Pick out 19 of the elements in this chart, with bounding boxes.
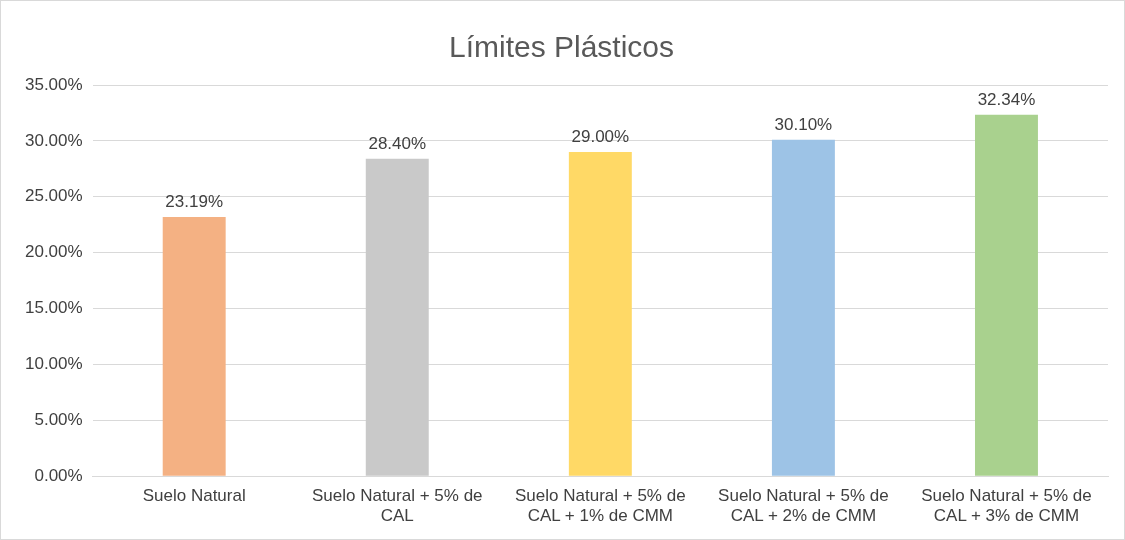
x-tick-label: Suelo Natural xyxy=(142,486,246,506)
x-tick-label: Suelo Natural + 5% de CAL + 3% de CMM xyxy=(921,486,1092,526)
y-tick-label: 10.00% xyxy=(24,354,83,374)
data-label: 23.19% xyxy=(165,192,224,212)
y-tick-label: 30.00% xyxy=(24,130,83,150)
x-tick-label: Suelo Natural + 5% de CAL xyxy=(311,486,483,526)
y-tick-label: 35.00% xyxy=(24,74,83,94)
data-label: 28.40% xyxy=(368,133,427,153)
x-tick-label: Suelo Natural + 5% de CAL + 2% de CMM xyxy=(718,486,889,526)
y-tick-label: 0.00% xyxy=(34,465,83,485)
y-tick-label: 5.00% xyxy=(34,410,83,429)
y-tick-label: 25.00% xyxy=(24,186,83,206)
y-tick-label: 20.00% xyxy=(24,242,83,262)
y-tick-label: 15.00% xyxy=(24,298,83,318)
data-label: 30.10% xyxy=(774,114,833,134)
data-label: 32.34% xyxy=(977,89,1036,109)
data-label: 29.00% xyxy=(571,127,630,147)
x-tick-label: Suelo Natural + 5% de CAL + 1% de CMM xyxy=(515,486,686,526)
chart-title: Límites Plásticos xyxy=(448,30,675,64)
